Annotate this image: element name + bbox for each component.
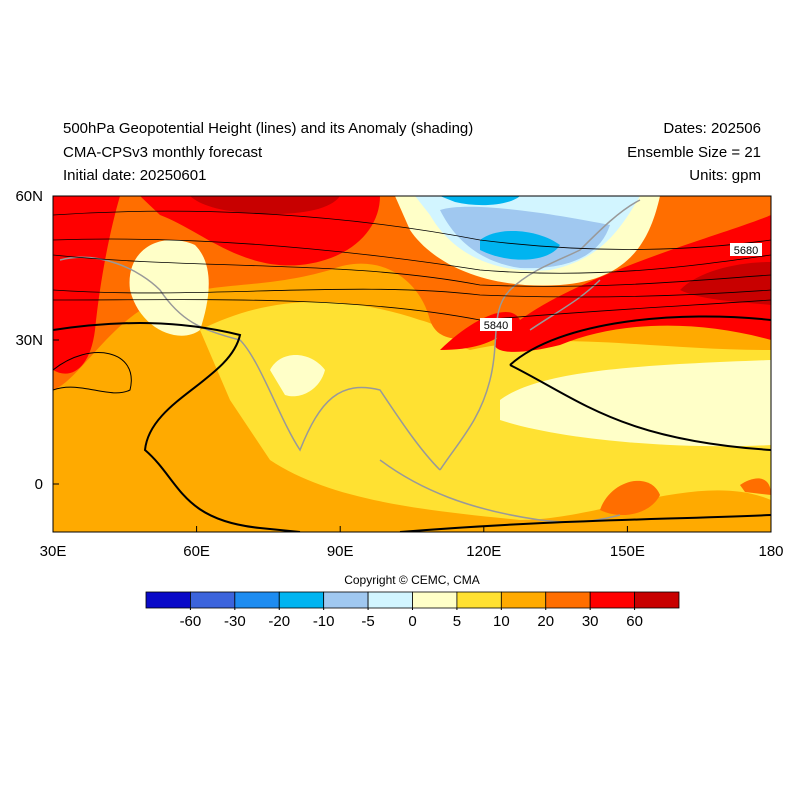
colorbar-label: -30 — [224, 613, 246, 630]
colorbar-label: -10 — [313, 613, 335, 630]
x-tick-label: 60E — [183, 543, 210, 560]
colorbar-box — [323, 591, 369, 609]
y-tick-label: 30N — [15, 332, 43, 349]
colorbar-box — [145, 591, 191, 609]
colorbar-box — [234, 591, 280, 609]
contour-label: 5840 — [484, 320, 508, 332]
colorbar-box — [278, 591, 325, 609]
ensemble: Ensemble Size = 21 — [627, 144, 761, 161]
colorbar-box — [456, 591, 502, 609]
contour-label-bg — [730, 243, 762, 256]
contour-label: 5680 — [734, 245, 758, 257]
colorbar-label: 20 — [537, 613, 554, 630]
map-shading — [53, 196, 771, 532]
units: Units: gpm — [689, 167, 761, 184]
colorbar-label: -20 — [268, 613, 290, 630]
y-tick-label: 60N — [15, 188, 43, 205]
colorbar-label: 60 — [626, 613, 643, 630]
subtitle: CMA-CPSv3 monthly forecast — [63, 144, 263, 161]
colorbar-box — [412, 591, 458, 609]
colorbar-box — [190, 591, 236, 609]
colorbar-label: 0 — [408, 613, 416, 630]
colorbar-label: -60 — [180, 613, 202, 630]
colorbar-box — [589, 591, 635, 609]
x-tick-label: 150E — [610, 543, 645, 560]
title: 500hPa Geopotential Height (lines) and i… — [63, 120, 473, 137]
map-frame — [52, 195, 772, 533]
colorbar-box — [634, 591, 680, 609]
x-tick-label: 30E — [40, 543, 67, 560]
colorbar-label: 10 — [493, 613, 510, 630]
initial-date: Initial date: 20250601 — [63, 167, 206, 184]
x-tick-label: 180 — [758, 543, 783, 560]
colorbar-box — [367, 591, 413, 609]
colorbar-box — [500, 591, 547, 609]
copyright: Copyright © CEMC, CMA — [344, 573, 480, 587]
colorbar-label: 5 — [453, 613, 461, 630]
contour-label-bg — [480, 318, 512, 331]
colorbar-label: -5 — [361, 613, 374, 630]
colorbar-box — [545, 591, 591, 609]
x-tick-label: 120E — [466, 543, 501, 560]
dates: Dates: 202506 — [663, 120, 761, 137]
colorbar-label: 30 — [582, 613, 599, 630]
y-tick-label: 0 — [35, 476, 43, 493]
x-tick-label: 90E — [327, 543, 354, 560]
